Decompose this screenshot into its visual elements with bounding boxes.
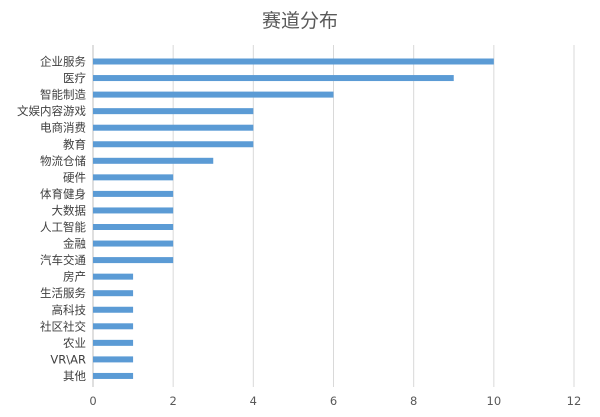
category-label: 农业 [63, 336, 86, 350]
category-label: 智能制造 [40, 88, 86, 102]
x-tick-label: 4 [250, 394, 257, 408]
bar [93, 273, 134, 280]
category-label: 房产 [63, 270, 86, 284]
category-label: 人工智能 [40, 220, 86, 234]
bar [93, 323, 134, 330]
x-tick-label: 2 [170, 394, 177, 408]
bar [93, 306, 134, 313]
bar [93, 91, 334, 98]
bar [93, 157, 214, 164]
category-label: 大数据 [52, 203, 87, 217]
category-label: 社区社交 [40, 319, 86, 333]
category-label: 企业服务 [40, 55, 86, 69]
gridlines [92, 45, 575, 387]
bar [93, 58, 494, 65]
x-tick-label: 12 [567, 394, 582, 408]
bars [93, 58, 494, 379]
bar [93, 190, 174, 197]
bar [93, 372, 134, 379]
chart-title: 赛道分布 [262, 10, 338, 32]
bar [93, 108, 254, 115]
bar [93, 257, 174, 264]
category-label: 生活服务 [40, 286, 86, 300]
bar [93, 174, 174, 181]
category-label: VR\AR [50, 352, 86, 366]
bar [93, 290, 134, 297]
x-tick-label: 6 [330, 394, 337, 408]
x-tick-label: 8 [410, 394, 417, 408]
category-labels: 企业服务医疗智能制造文娱内容游戏电商消费教育物流仓储硬件体育健身大数据人工智能金… [17, 55, 86, 383]
category-label: 电商消费 [40, 121, 86, 135]
category-label: 医疗 [63, 71, 86, 85]
category-label: 文娱内容游戏 [17, 104, 86, 118]
category-label: 高科技 [52, 303, 87, 317]
bar [93, 339, 134, 346]
category-label: 其他 [63, 369, 86, 383]
bar [93, 224, 174, 230]
x-tick-label: 10 [487, 394, 502, 408]
category-label: 汽车交通 [40, 253, 86, 267]
category-label: 物流仓储 [40, 154, 86, 168]
bar [93, 240, 174, 247]
x-tick-labels: 0 2 4 6 8 10 12 [89, 394, 581, 408]
bar [93, 356, 134, 363]
bar [93, 75, 454, 82]
category-label: 金融 [63, 237, 86, 251]
category-label: 体育健身 [40, 187, 86, 201]
bar [93, 124, 254, 131]
bar [93, 141, 254, 148]
x-tick-label: 0 [89, 394, 96, 408]
bar [93, 207, 174, 214]
category-label: 教育 [63, 137, 86, 151]
category-label: 硬件 [63, 170, 86, 184]
